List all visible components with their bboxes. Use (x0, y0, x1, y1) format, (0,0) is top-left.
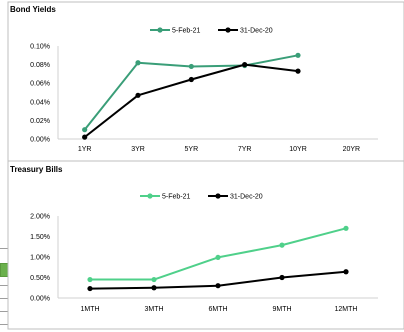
tbill-chart-frame[interactable] (7, 160, 404, 330)
data-point (295, 52, 301, 58)
data-point (215, 254, 221, 261)
data-point (343, 269, 349, 275)
x-tick-label: 7YR (238, 146, 252, 153)
y-tick-label: 0.10% (30, 44, 50, 51)
sheet-gridline (0, 324, 12, 325)
legend-label: 5-Feb-21 (162, 194, 191, 201)
x-tick-label: 3YR (131, 146, 145, 153)
x-tick-label: 1MTH (80, 306, 99, 313)
data-point (151, 276, 157, 283)
data-point (215, 283, 221, 289)
data-point (279, 242, 285, 248)
treasury-bills-chart: Treasury Bills 5-Feb-21 31-Dec-20 0.00% 0.50… (10, 165, 378, 313)
x-tick-label: 3MTH (144, 306, 163, 313)
data-point (82, 127, 88, 133)
data-point (135, 92, 141, 98)
sheet-gridline (0, 285, 12, 286)
chart-title: Treasury Bills (10, 165, 63, 174)
data-point (82, 134, 88, 140)
legend-label: 5-Feb-21 (172, 28, 201, 35)
x-tick-label: 1YR (78, 146, 92, 153)
legend-marker (157, 27, 163, 33)
legend-entry: 31-Dec-20 (218, 27, 273, 35)
x-tick-label: 5YR (185, 146, 199, 153)
legend-entry: 31-Dec-20 (208, 193, 263, 201)
y-tick-label: 1.00% (30, 255, 50, 262)
legend-marker (225, 27, 231, 33)
x-tick-label: 9MTH (272, 306, 291, 313)
chart-title: Bond Yields (10, 5, 56, 14)
y-tick-label: 2.00% (30, 214, 50, 221)
legend-label: 31-Dec-20 (230, 194, 263, 201)
y-tick-label: 0.50% (30, 275, 50, 282)
bond-chart-frame[interactable] (7, 1, 404, 163)
x-tick-label: 6MTH (208, 306, 227, 313)
data-point (279, 274, 285, 281)
data-point (242, 62, 248, 68)
legend-marker (215, 193, 221, 199)
data-point (295, 68, 301, 74)
data-point (188, 76, 194, 83)
y-tick-label: 0.04% (30, 99, 50, 106)
x-tick-label: 10YR (289, 146, 307, 153)
y-tick-label: 0.00% (30, 296, 50, 303)
data-point (188, 63, 194, 70)
bond-yields-chart: Bond Yields 5-Feb-21 31-Dec-20 0.00% 0.02% 0.… (10, 5, 378, 153)
data-point (151, 285, 157, 291)
sheet-gridline (0, 298, 12, 299)
x-tick-label: 20YR (343, 146, 361, 153)
sheet-gridline (0, 248, 12, 249)
legend-entry: 5-Feb-21 (140, 193, 191, 201)
y-tick-label: 1.50% (30, 234, 50, 241)
data-point (135, 60, 141, 66)
y-tick-label: 0.06% (30, 81, 50, 88)
data-point (87, 276, 93, 283)
data-point (87, 285, 93, 292)
sheet-gridline (0, 311, 12, 312)
data-point (343, 225, 349, 231)
y-tick-label: 0.00% (30, 137, 50, 144)
legend-entry: 5-Feb-21 (150, 27, 201, 35)
y-tick-label: 0.02% (30, 118, 50, 125)
x-tick-label: 12MTH (335, 306, 358, 313)
legend-label: 31-Dec-20 (240, 28, 273, 35)
legend-marker (147, 193, 153, 199)
y-tick-label: 0.08% (30, 62, 50, 69)
